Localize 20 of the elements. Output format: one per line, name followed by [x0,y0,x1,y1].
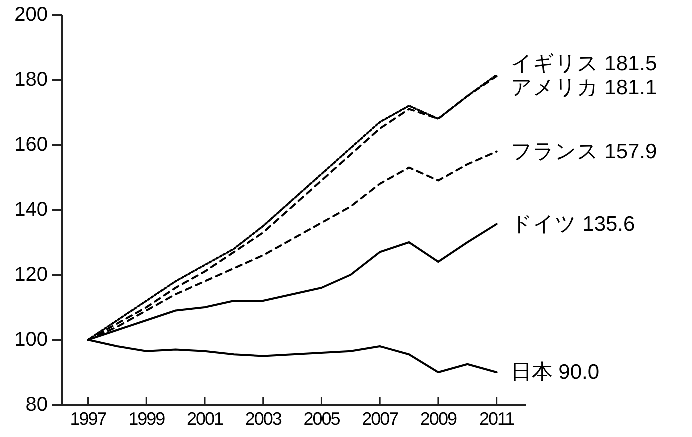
x-tick-label: 2009 [420,409,458,429]
y-tick-label: 200 [14,4,48,26]
y-tick-label: 120 [14,264,48,286]
x-tick-label: 2007 [362,409,400,429]
text: 日本 90.0 [510,361,600,384]
x-tick-label: 2011 [479,409,516,429]
y-tick-label: 180 [14,69,48,91]
x-tick-label: 2005 [304,409,341,429]
y-tick-label: 100 [14,329,48,351]
y-tick-label: 160 [14,134,48,156]
y-tick-label: 80 [26,394,48,416]
text: アメリカ 181.1 [510,76,658,100]
text: フランス 157.9 [510,140,658,164]
x-tick-label: 2001 [186,409,224,429]
y-tick-label: 140 [14,199,48,221]
text: ドイツ 135.6 [510,212,636,236]
text: イギリス 181.5 [510,52,658,76]
x-tick-label: 1997 [70,409,108,429]
x-tick-label: 2003 [245,409,282,429]
x-tick-label: 1999 [128,409,166,429]
